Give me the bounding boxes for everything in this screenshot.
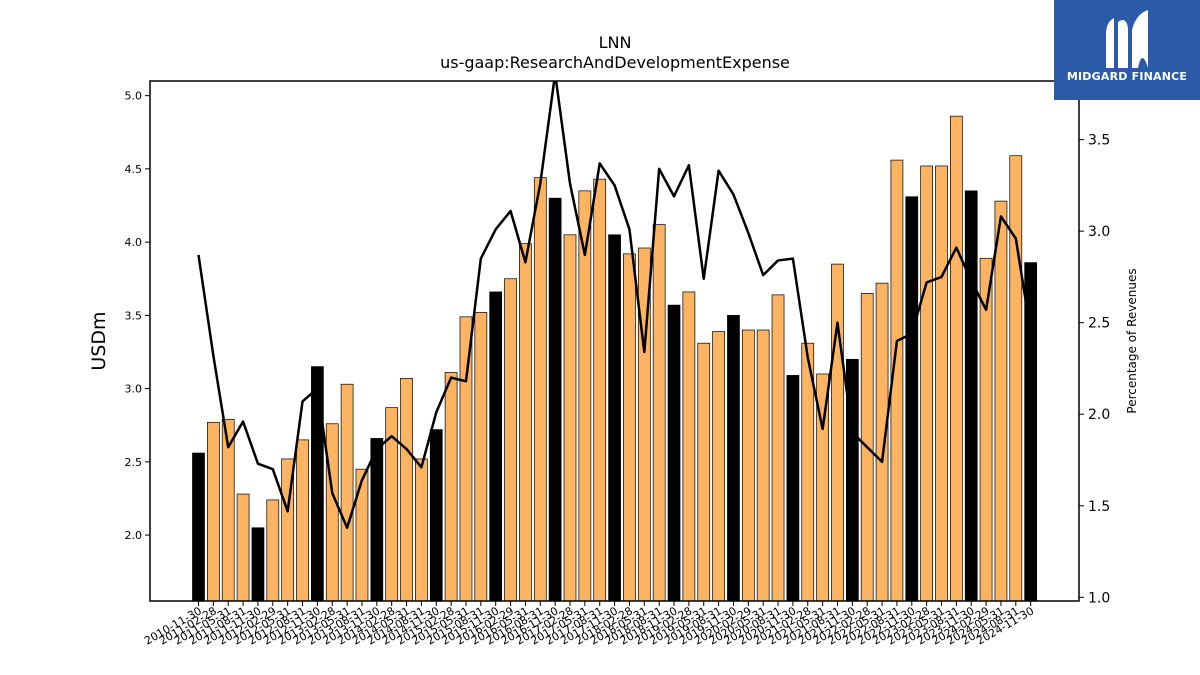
y-tick-label: 2.5: [125, 456, 143, 469]
y-tick-label: 5.0: [125, 90, 143, 103]
bar: [444, 372, 458, 602]
bar: [593, 178, 607, 602]
y-tick-label: 4.5: [125, 163, 143, 176]
bar: [756, 329, 770, 602]
bar: [325, 423, 339, 602]
y2-tick-label: 3.5: [1088, 133, 1110, 149]
bar: [192, 452, 205, 602]
bar: [831, 263, 844, 602]
bar: [504, 278, 517, 602]
plot-frame: [149, 80, 1080, 602]
bar: [489, 291, 503, 602]
bar: [311, 366, 324, 602]
bar: [786, 375, 800, 602]
chart-subtitle: us-gaap:ResearchAndDevelopmentExpense: [440, 53, 790, 72]
y2-tick-label: 1.5: [1088, 499, 1110, 515]
bar: [712, 331, 725, 602]
chart-title: LNN: [599, 33, 632, 52]
bar: [429, 429, 443, 602]
bar: [266, 499, 280, 602]
y2-tick-label: 2.5: [1088, 316, 1110, 332]
bar: [727, 315, 740, 602]
y2-tick-label: 2.0: [1088, 407, 1110, 423]
bar: [697, 342, 711, 602]
bar: [608, 234, 621, 602]
y2-tick-label: 1.0: [1088, 590, 1110, 606]
bar: [355, 468, 369, 602]
y2-ticks-group: 1.0 1.5 2.0 2.5 3.0 3.5: [1079, 133, 1110, 606]
y2-axis-label: Percentage of Revenues: [1125, 268, 1139, 413]
brand-logo: MIDGARD FINANCE: [1054, 0, 1200, 100]
bar: [905, 196, 919, 602]
bar: [667, 304, 681, 602]
bar: [741, 329, 755, 602]
bar: [964, 190, 978, 602]
y-tick-label: 4.0: [125, 236, 143, 249]
bar: [519, 243, 532, 602]
percentage-line: [197, 81, 1032, 530]
y-ticks-group: 2.0 2.5 3.0 3.5 4.0 4.5 5.0: [125, 90, 150, 542]
bar: [935, 165, 948, 602]
bar: [563, 234, 577, 602]
bar: [771, 294, 785, 602]
bar: [920, 165, 933, 602]
bar: [682, 291, 696, 602]
bar: [459, 316, 473, 602]
line-group: [197, 81, 1032, 530]
y-tick-label: 3.5: [125, 309, 143, 322]
bar: [652, 224, 666, 602]
bar: [623, 253, 636, 602]
bar: [548, 197, 562, 602]
bar: [251, 527, 265, 602]
bar: [296, 439, 309, 602]
y2-tick-label: 3.0: [1088, 224, 1110, 240]
bar: [950, 115, 963, 602]
y-tick-label: 2.0: [125, 529, 143, 542]
bar: [994, 200, 1008, 602]
y-tick-label: 3.0: [125, 383, 143, 396]
x-ticks-group: 2010-11-302011-02-282011-05-312011-08-31…: [142, 601, 1036, 648]
brand-name: MIDGARD FINANCE: [1066, 70, 1188, 83]
bar: [474, 312, 488, 602]
bar: [533, 177, 547, 602]
bar: [400, 378, 413, 602]
midgard-logo-icon: [1106, 10, 1148, 68]
bar: [370, 438, 384, 602]
bar: [207, 421, 220, 602]
bar: [415, 458, 428, 602]
bar: [875, 282, 889, 602]
bar: [236, 493, 250, 602]
bar: [1009, 155, 1023, 602]
bar: [340, 383, 354, 602]
y-axis-label: USDm: [88, 311, 110, 370]
